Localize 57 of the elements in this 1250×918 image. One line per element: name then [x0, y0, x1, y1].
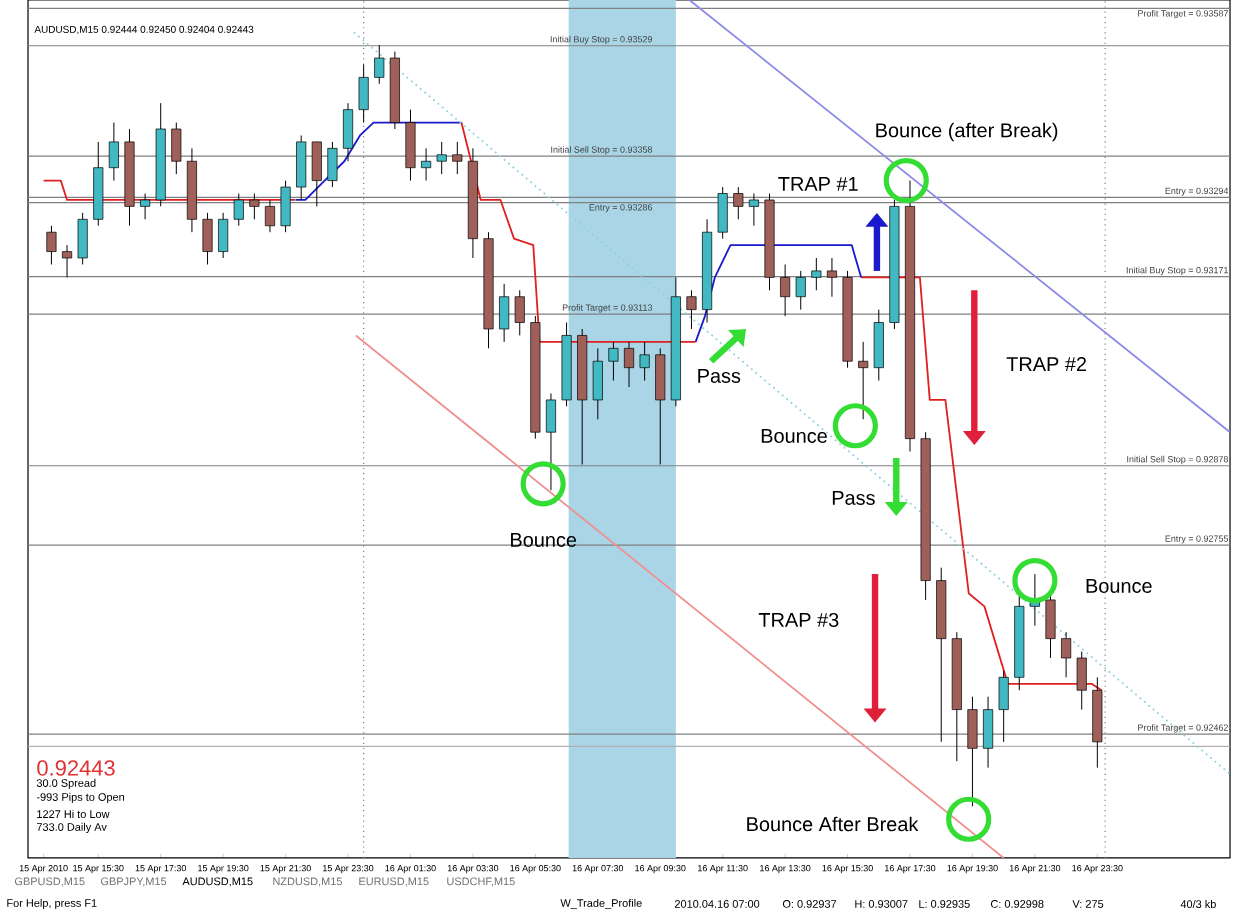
candlestick [296, 134, 307, 201]
candlestick [592, 347, 603, 420]
candlestick [46, 225, 57, 265]
candlestick [421, 147, 432, 182]
candlestick [655, 347, 666, 465]
candlestick [280, 180, 291, 233]
candlestick [452, 141, 463, 175]
candlestick [327, 141, 338, 188]
candlestick [873, 309, 884, 382]
candlestick [358, 63, 369, 124]
candlestick [608, 341, 619, 382]
candlestick [623, 341, 635, 388]
annotation: 0.92443 [37, 760, 115, 776]
candlestick [545, 392, 556, 491]
candlestick [639, 341, 650, 382]
annotation: Bounce [1086, 579, 1152, 593]
candlestick [967, 696, 978, 807]
candlestick [77, 212, 88, 265]
candlestick [1061, 631, 1072, 678]
candlestick [202, 212, 213, 265]
candlestick [795, 270, 806, 311]
candlestick [686, 289, 697, 330]
candlestick [733, 186, 744, 220]
candlestick [826, 257, 837, 298]
candlestick [233, 193, 244, 227]
annotation: Bounce (after Break) [876, 122, 1058, 142]
candlestick [499, 283, 510, 343]
candlestick [264, 199, 276, 233]
candlestick [436, 141, 447, 175]
candlestick [1076, 651, 1087, 711]
candlestick [343, 102, 354, 162]
candlestick [858, 341, 869, 420]
candlestick [1045, 592, 1056, 659]
candlestick [374, 44, 385, 85]
annotation: TRAP #1 [778, 177, 858, 191]
annotation: TRAP #3 [758, 612, 839, 628]
candlestick [780, 263, 791, 317]
candlestick [811, 257, 822, 291]
annotation: Bounce [761, 429, 827, 443]
candlestick [171, 122, 182, 175]
candlestick [405, 109, 416, 182]
candlestick [140, 193, 151, 220]
candlestick [998, 670, 1009, 743]
candlestick [249, 193, 260, 220]
annotation: Bounce [511, 533, 577, 547]
candlestick [514, 289, 525, 336]
annotation: TRAP #2 [1006, 357, 1087, 371]
candlestick [218, 212, 229, 259]
annotation: Pass [832, 491, 875, 505]
candlestick [983, 696, 994, 769]
candlestick [108, 122, 119, 182]
annotation: Bounce After Break [747, 816, 919, 832]
candlestick [717, 186, 728, 240]
candlestick [62, 244, 73, 278]
annotation: Pass [698, 369, 741, 383]
candlestick [311, 141, 322, 207]
candlestick [748, 193, 759, 227]
